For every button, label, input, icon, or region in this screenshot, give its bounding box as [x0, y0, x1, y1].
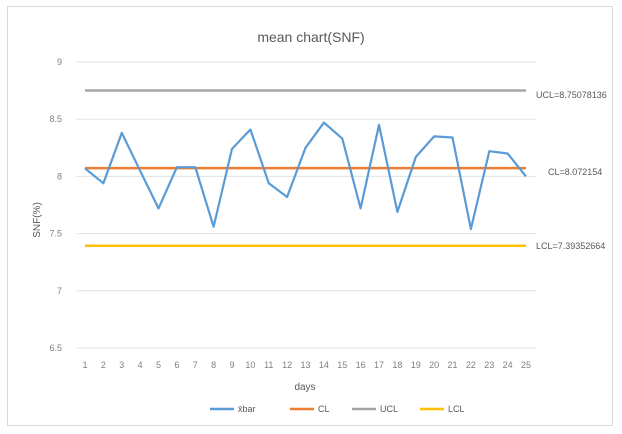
x-tick-label: 25	[521, 360, 531, 370]
x-tick-label: 16	[356, 360, 366, 370]
legend-label-ucl: UCL	[380, 404, 398, 414]
x-tick-label: 18	[392, 360, 402, 370]
lcl-annotation: LCL=7.39352664	[536, 241, 605, 251]
y-tick-label: 9	[57, 57, 62, 67]
x-tick-label: 10	[245, 360, 255, 370]
x-tick-label: 13	[300, 360, 310, 370]
cl-annotation: CL=8.072154	[548, 167, 602, 177]
x-tick-label: 4	[138, 360, 143, 370]
chart-frame	[7, 6, 613, 426]
series-lines	[84, 89, 527, 248]
y-tick-labels: 6.5 7 7.5 8 8.5 9	[49, 57, 62, 353]
y-tick-label: 8	[57, 171, 62, 181]
legend: x̄bar CL UCL LCL	[210, 404, 465, 414]
x-tick-label: 11	[264, 360, 273, 370]
series-line-xbar	[84, 121, 527, 231]
gridlines	[76, 61, 536, 349]
chart-title: mean chart(SNF)	[257, 29, 364, 45]
x-tick-label: 24	[503, 360, 513, 370]
x-tick-label: 9	[229, 360, 234, 370]
ucl-annotation: UCL=8.75078136	[536, 90, 607, 100]
x-tick-label: 12	[282, 360, 292, 370]
x-tick-label: 21	[447, 360, 457, 370]
y-axis-label: SNF(%)	[32, 202, 43, 238]
legend-label-cl: CL	[318, 404, 330, 414]
y-tick-label: 6.5	[49, 343, 62, 353]
legend-label-lcl: LCL	[448, 404, 465, 414]
x-tick-label: 2	[101, 360, 106, 370]
y-tick-label: 8.5	[49, 114, 62, 124]
legend-label-xbar: x̄bar	[238, 404, 256, 414]
y-tick-label: 7	[57, 286, 62, 296]
x-tick-label: 7	[193, 360, 198, 370]
x-tick-label: 8	[211, 360, 216, 370]
y-tick-label: 7.5	[49, 229, 62, 239]
x-tick-label: 5	[156, 360, 161, 370]
x-tick-label: 3	[119, 360, 124, 370]
x-tick-label: 19	[411, 360, 421, 370]
x-tick-label: 23	[484, 360, 494, 370]
x-axis-label: days	[294, 382, 315, 393]
x-tick-label: 17	[374, 360, 384, 370]
x-tick-labels: 1 2 3 4 5 6 7 8 9 10 11 12 13 14 15 16 17 18 19 20 21 22 23 24 2…	[82, 360, 531, 370]
x-tick-label: 14	[319, 360, 329, 370]
x-tick-label: 22	[466, 360, 476, 370]
x-tick-label: 20	[429, 360, 439, 370]
x-tick-label: 15	[337, 360, 347, 370]
x-tick-label: 1	[82, 360, 87, 370]
x-tick-label: 6	[174, 360, 179, 370]
